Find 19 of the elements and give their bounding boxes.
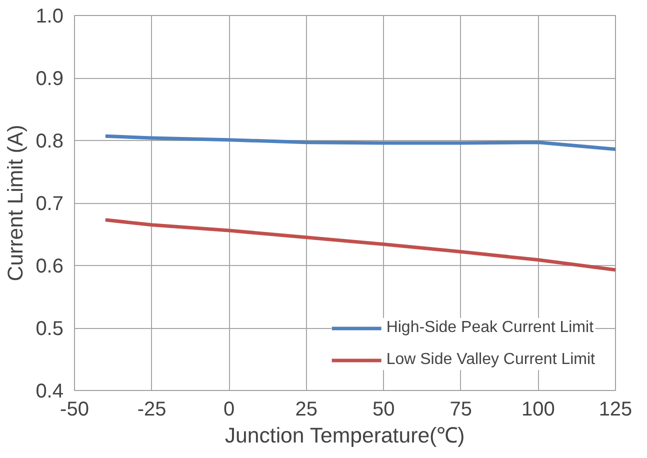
x-tick-label: 25 [295,398,318,420]
x-tick-label: 0 [224,398,235,420]
x-tick-label: 50 [372,398,395,420]
y-tick-label: 0.9 [36,68,64,90]
y-tick-label: 0.7 [36,193,64,215]
y-tick-label: 0.5 [36,318,64,340]
legend-label: Low Side Valley Current Limit [386,351,595,369]
x-tick-label: -25 [137,398,166,420]
line-series [104,134,616,151]
x-tick-label: 75 [450,398,472,420]
y-tick-label: 0.6 [36,256,64,278]
x-tick-label: 100 [522,398,555,420]
y-axis-title: Current Limit (A) [4,124,28,282]
x-tick-label: 125 [598,398,632,420]
legend-label: High-Side Peak Current Limit [386,319,594,337]
y-tick-label: 0.8 [36,130,64,152]
y-tick-label: 1.0 [36,6,64,28]
x-axis-title: Junction Temperature(℃) [224,424,465,448]
line-series [104,218,616,272]
